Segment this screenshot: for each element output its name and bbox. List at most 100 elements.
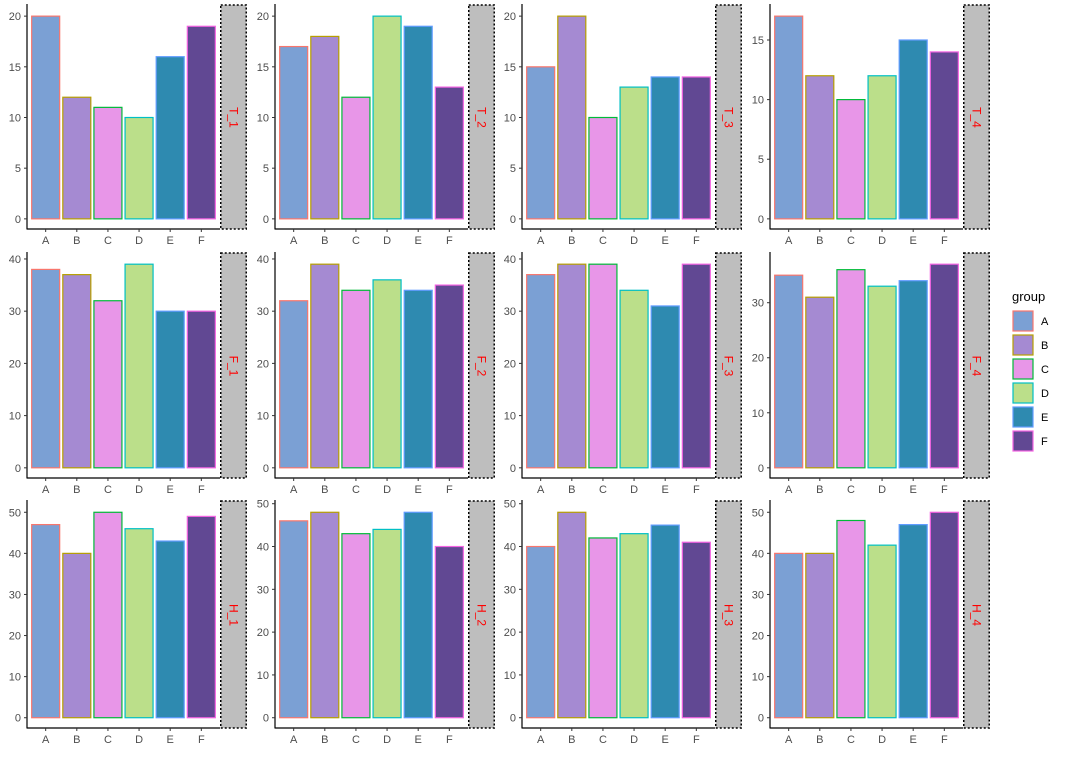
y-tick-label: 40: [257, 542, 269, 554]
x-tick-label: E: [910, 734, 917, 746]
legend-title: group: [1012, 289, 1045, 304]
y-tick-label: 50: [9, 507, 21, 519]
bar-T_3-B: [557, 15, 587, 220]
facet-strip-label: H_3: [722, 604, 736, 626]
x-tick-label: D: [878, 484, 886, 496]
legend-key-D: [1012, 382, 1034, 404]
x-tick-label: C: [599, 484, 607, 496]
bar-F_3-E: [650, 305, 680, 469]
facet-panel-T_1: 0 5 10 15 20 A B C D E F T_1: [9, 4, 247, 247]
y-tick-label: 15: [504, 62, 516, 74]
y-tick-label: 15: [9, 62, 21, 74]
bar-H_3-E: [650, 524, 680, 719]
bar-F_2-F: [434, 284, 464, 469]
x-tick-label: C: [599, 734, 607, 746]
x-tick-label: A: [290, 235, 298, 247]
bar-T_2-B: [310, 35, 340, 220]
bar-F_3-C: [588, 263, 618, 469]
facet-strip-label: T_1: [227, 107, 241, 128]
x-tick-label: B: [321, 734, 328, 746]
x-tick-label: E: [910, 484, 917, 496]
y-tick-label: 0: [510, 214, 516, 226]
facet-strip-label: F_2: [475, 356, 489, 377]
x-tick-label: B: [568, 734, 575, 746]
x-tick-label: A: [785, 484, 793, 496]
facet-strip: [963, 252, 990, 479]
y-tick-label: 50: [257, 499, 269, 511]
y-tick-label: 30: [9, 589, 21, 601]
y-tick-label: 30: [9, 306, 21, 318]
x-tick-label: F: [941, 235, 948, 247]
x-tick-label: A: [290, 734, 298, 746]
bar-T_1-C: [93, 106, 123, 220]
facet-strip: [963, 500, 990, 729]
facet-strip-label: H_1: [227, 604, 241, 626]
facet-strip-label: F_3: [722, 356, 736, 377]
facet-strip-label: T_4: [970, 107, 984, 128]
bar-F_3-B: [557, 263, 587, 469]
bar-H_3-B: [557, 511, 587, 719]
legend-label-F: F: [1041, 436, 1048, 448]
y-tick-label: 0: [15, 713, 21, 725]
bar-T_3-C: [588, 116, 618, 220]
x-tick-label: F: [446, 484, 453, 496]
bar-F_1-E: [155, 310, 185, 469]
facet-strip: [468, 500, 495, 729]
x-tick-label: D: [630, 484, 638, 496]
bar-F_4-F: [929, 263, 959, 469]
x-tick-label: C: [104, 484, 112, 496]
legend-label-A: A: [1041, 316, 1049, 328]
x-tick-label: C: [847, 235, 855, 247]
bar-T_1-A: [31, 15, 61, 220]
bar-H_2-C: [341, 533, 371, 719]
x-tick-label: A: [537, 235, 545, 247]
legend-key-F: [1012, 430, 1034, 452]
x-tick-label: D: [630, 235, 638, 247]
x-tick-label: B: [73, 235, 80, 247]
x-tick-label: E: [167, 734, 174, 746]
y-tick-label: 10: [257, 411, 269, 423]
x-tick-label: E: [662, 235, 669, 247]
bar-T_1-D: [124, 116, 154, 220]
bar-F_1-B: [62, 274, 92, 469]
facet-strip: [220, 252, 247, 479]
facet-strip: [715, 500, 742, 729]
x-tick-label: F: [693, 235, 700, 247]
y-tick-label: 30: [257, 584, 269, 596]
bar-F_4-A: [774, 274, 804, 469]
facet-strip: [468, 4, 495, 230]
bar-F_4-C: [836, 269, 866, 469]
x-tick-label: D: [383, 235, 391, 247]
x-tick-label: B: [816, 734, 823, 746]
x-tick-label: B: [816, 484, 823, 496]
bar-F_2-D: [372, 279, 402, 469]
y-tick-label: 10: [752, 672, 764, 684]
x-tick-label: F: [941, 734, 948, 746]
x-tick-label: A: [785, 235, 793, 247]
x-tick-label: F: [198, 235, 205, 247]
x-tick-label: B: [568, 484, 575, 496]
x-tick-label: E: [662, 734, 669, 746]
bar-T_3-E: [650, 76, 680, 220]
bar-F_1-D: [124, 263, 154, 469]
bar-T_2-E: [403, 25, 433, 220]
y-tick-label: 10: [257, 113, 269, 125]
x-tick-label: F: [446, 235, 453, 247]
y-tick-label: 30: [504, 306, 516, 318]
x-tick-label: D: [630, 734, 638, 746]
x-tick-label: D: [135, 235, 143, 247]
bar-F_3-F: [681, 263, 711, 469]
y-tick-label: 10: [9, 113, 21, 125]
y-tick-label: 5: [15, 163, 21, 175]
x-tick-label: F: [693, 734, 700, 746]
y-tick-label: 0: [510, 463, 516, 475]
x-tick-label: D: [135, 484, 143, 496]
y-tick-label: 20: [504, 358, 516, 370]
y-tick-label: 20: [9, 11, 21, 23]
facet-strip: [220, 4, 247, 230]
y-tick-label: 30: [752, 589, 764, 601]
bar-F_1-F: [186, 310, 216, 469]
bar-F_2-C: [341, 289, 371, 469]
x-tick-label: E: [415, 484, 422, 496]
bar-H_1-A: [31, 523, 61, 719]
